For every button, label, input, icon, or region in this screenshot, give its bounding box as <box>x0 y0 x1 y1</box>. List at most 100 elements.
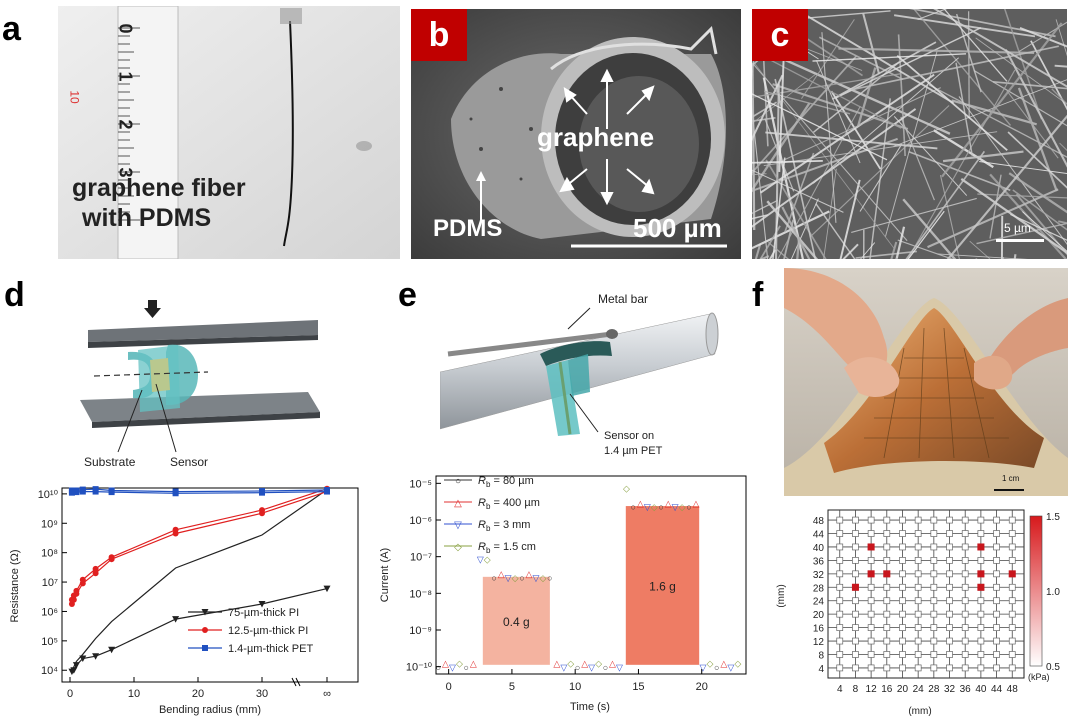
f-sensor-cell <box>1008 543 1016 551</box>
e-data-marker: ▽ <box>672 502 679 512</box>
nanofiber <box>835 27 982 99</box>
e-data-marker: ◇ <box>679 502 686 512</box>
e-legend-marker: ○ <box>455 476 461 487</box>
f-sensor-cell <box>946 570 953 578</box>
f-ytick-label: 32 <box>813 570 825 581</box>
nanofiber <box>1010 213 1067 241</box>
nanofiber <box>1003 9 1043 120</box>
panel-c-scalebar <box>996 239 1044 242</box>
f-sensor-cell <box>852 570 859 578</box>
nanofiber <box>752 73 902 98</box>
f-sensor-cell <box>946 543 953 551</box>
f-sensor-cell <box>946 516 953 524</box>
e-data-marker: ○ <box>631 502 636 512</box>
nanofiber <box>908 150 1011 191</box>
d-point <box>79 655 87 663</box>
d-point <box>68 487 75 494</box>
d-ytick-label: 10⁷ <box>42 577 58 589</box>
f-sensor-cell <box>930 651 938 658</box>
f-colorbar-unit: (kPa) <box>1028 672 1050 682</box>
nanofiber <box>960 178 1067 255</box>
e-data-marker: ◇ <box>623 484 630 494</box>
f-sensor-cell <box>836 664 844 672</box>
f-ytick-label: 4 <box>818 664 824 675</box>
d-xtick-label: 10 <box>128 688 140 700</box>
nanofiber <box>759 225 781 259</box>
e-data-marker: ◇ <box>651 502 658 512</box>
f-sensor-cell <box>930 624 938 631</box>
d-point <box>172 616 180 623</box>
f-sensor-cell <box>993 624 1000 631</box>
nanofiber <box>752 93 888 161</box>
panel-d-ylabel: Resistance (Ω) <box>9 549 21 622</box>
e-data-marker: ○ <box>686 502 691 512</box>
graphene-fiber-strand <box>283 20 294 247</box>
nanofiber <box>752 74 784 142</box>
f-sensor-cell <box>993 637 1000 645</box>
f-sensor-cell <box>883 637 891 645</box>
f-sensor-cell <box>993 570 1000 578</box>
panel-e-ylabel: Current (A) <box>379 548 391 602</box>
e-data-marker: ○ <box>659 502 664 512</box>
nanofiber <box>782 87 941 161</box>
f-sensor-cell <box>961 583 969 591</box>
f-colorbar-tick: 1.0 <box>1046 587 1060 598</box>
nanofiber <box>1007 131 1067 189</box>
e-xtick-label: 0 <box>446 681 452 693</box>
e-xtick-label: 15 <box>632 681 644 693</box>
f-xtick-label: 40 <box>975 684 987 695</box>
f-sensor-cell <box>977 624 985 631</box>
nanofiber <box>1055 19 1067 57</box>
panel-d-substrate-label: Substrate <box>84 455 136 469</box>
f-ytick-label: 36 <box>813 556 825 567</box>
f-sensor-cell <box>961 597 969 605</box>
e-pulse-label: 1.6 g <box>649 579 676 593</box>
nanofiber <box>830 90 882 170</box>
f-sensor-cell <box>836 597 844 605</box>
nanofiber <box>768 241 790 259</box>
panel-f-frame <box>827 509 1025 679</box>
nanofiber <box>905 150 986 259</box>
panel-e-sensor-label-line2: 1.4 µm PET <box>604 445 663 457</box>
f-ytick-label: 40 <box>813 543 825 554</box>
nanofiber <box>766 200 819 259</box>
e-data-marker: ▽ <box>700 662 707 672</box>
f-sensor-cell <box>836 651 844 658</box>
f-sensor-cell <box>883 543 891 551</box>
d-xtick-label: ∞ <box>323 688 331 700</box>
e-data-marker: ◇ <box>456 659 463 669</box>
f-sensor-cell <box>836 637 844 645</box>
f-sensor-cell <box>867 610 875 618</box>
f-sensor-cell <box>899 637 906 645</box>
nanofiber <box>913 9 1012 126</box>
f-xtick-label: 48 <box>1007 684 1019 695</box>
f-sensor-cell <box>867 516 875 524</box>
f-sensor-cell <box>930 557 938 564</box>
nanofiber <box>1018 21 1067 52</box>
e-data-marker: ○ <box>436 662 441 672</box>
f-sensor-cell <box>961 543 969 551</box>
f-sensor-cell <box>930 664 938 672</box>
panel-a-caption-line2: with PDMS <box>82 204 212 232</box>
f-active-cell <box>851 583 859 591</box>
panel-d: Substrate Sensor <box>58 280 376 710</box>
e-data-marker: △ <box>498 569 505 579</box>
panel-e-diagram: Metal bar Sensor on 1.4 µm PET <box>440 284 736 464</box>
e-data-marker: △ <box>581 659 588 669</box>
e-legend-label: Rb = 400 µm <box>478 497 540 511</box>
f-sensor-cell <box>1008 651 1016 658</box>
f-sensor-cell <box>930 530 938 537</box>
nanofiber <box>790 198 819 259</box>
e-data-marker: △ <box>553 659 560 669</box>
e-legend-marker: △ <box>454 498 462 509</box>
nanofiber <box>838 47 1035 54</box>
f-sensor-cell <box>836 570 844 578</box>
e-data-marker: ○ <box>547 573 552 583</box>
panel-d-axes-frame <box>61 487 359 683</box>
f-sensor-cell <box>914 583 922 591</box>
d-point <box>258 600 266 608</box>
e-data-marker: ◇ <box>567 659 574 669</box>
f-sensor-cell <box>930 597 938 605</box>
nanofiber <box>777 105 861 259</box>
nanofiber <box>812 57 959 184</box>
